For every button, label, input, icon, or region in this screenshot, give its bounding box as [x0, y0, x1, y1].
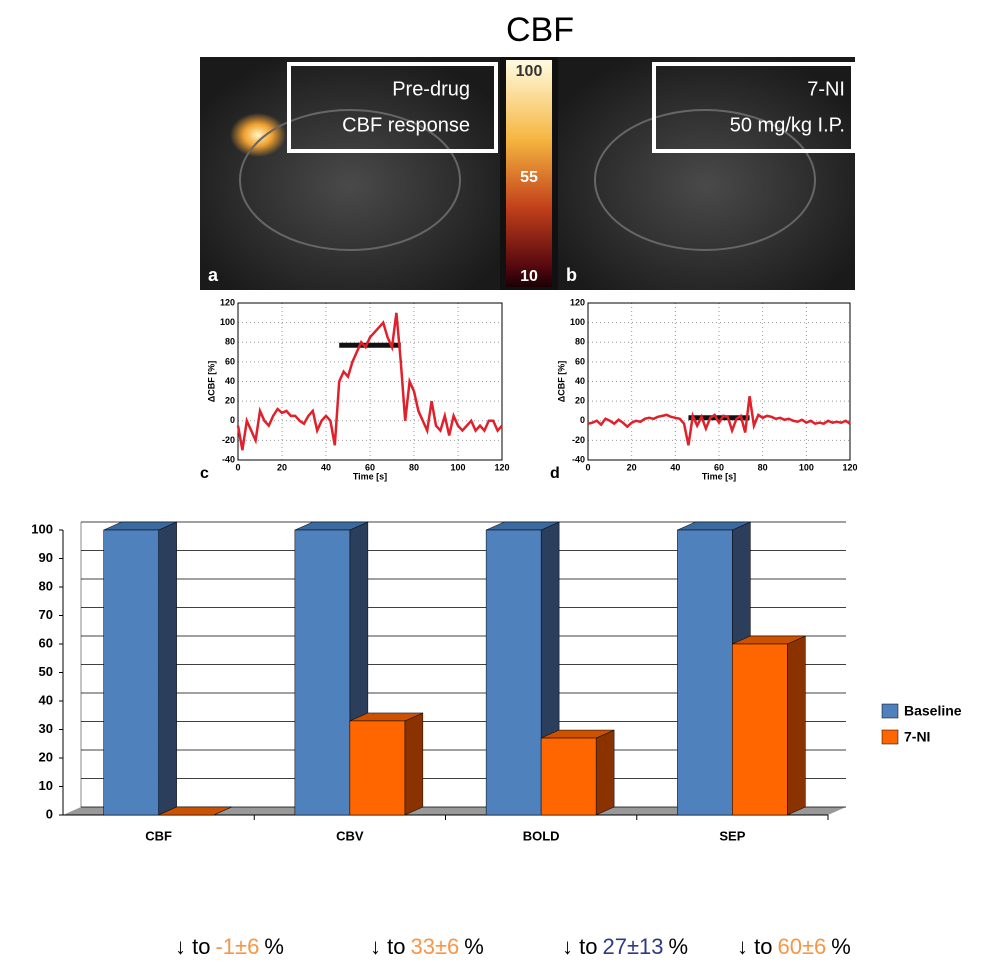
bar — [486, 530, 541, 815]
y-tick-label: -40 — [572, 454, 585, 464]
bar — [350, 721, 405, 815]
footer-unit: % — [831, 934, 851, 959]
title: CBF — [506, 11, 574, 49]
footer-unit: % — [668, 934, 688, 959]
footer-item: ↓ to-1±6% — [175, 934, 284, 959]
x-tick-label: 100 — [799, 462, 814, 472]
bar — [295, 530, 350, 815]
bar — [541, 738, 596, 815]
y-tick-label: 40 — [575, 376, 585, 386]
panel-label: b — [566, 265, 577, 285]
x-tick-label: 80 — [409, 462, 419, 472]
colorbar-label: 10 — [520, 268, 538, 285]
y-tick-label: -20 — [572, 435, 585, 445]
footer-prefix: ↓ to — [737, 934, 772, 959]
panel-label: a — [208, 265, 219, 285]
y-tick-label: -40 — [222, 454, 235, 464]
footer-unit: % — [264, 934, 284, 959]
bar — [677, 530, 732, 815]
y-tick-label: 0 — [230, 415, 235, 425]
y-tick-label: 60 — [39, 635, 53, 650]
y-tick-label: 0 — [46, 806, 53, 821]
x-tick-label: SEP — [719, 828, 745, 843]
bar — [732, 644, 787, 815]
y-tick-label: 60 — [575, 356, 585, 366]
footer-item: ↓ to27±13% — [562, 934, 688, 959]
colorbar-label: 100 — [516, 63, 543, 80]
y-tick-label: 40 — [225, 376, 235, 386]
x-tick-label: 20 — [627, 462, 637, 472]
y-tick-label: 20 — [39, 749, 53, 764]
y-tick-label: -20 — [222, 435, 235, 445]
y-tick-label: 120 — [220, 297, 235, 307]
y-tick-label: 80 — [225, 337, 235, 347]
y-tick-label: 80 — [575, 337, 585, 347]
footer-unit: % — [464, 934, 484, 959]
colorbar-label: 55 — [520, 169, 538, 186]
caption: CBF response — [342, 114, 470, 136]
y-tick-label: 60 — [225, 356, 235, 366]
x-tick-label: 120 — [494, 462, 509, 472]
y-tick-label: 0 — [580, 415, 585, 425]
x-tick-label: 40 — [670, 462, 680, 472]
bar-side — [596, 730, 614, 815]
y-tick-label: 100 — [570, 317, 585, 327]
x-tick-label: 120 — [842, 462, 857, 472]
footer-value: 33±6 — [410, 934, 459, 959]
y-tick-label: 40 — [39, 692, 53, 707]
y-tick-label: 80 — [39, 578, 53, 593]
y-tick-label: 70 — [39, 607, 53, 622]
bar-side — [405, 713, 423, 815]
legend-label: Baseline — [904, 703, 962, 719]
x-tick-label: CBV — [336, 828, 364, 843]
caption: Pre-drug — [392, 78, 470, 100]
caption: 50 mg/kg I.P. — [730, 114, 845, 136]
legend-swatch — [882, 730, 898, 744]
x-tick-label: 0 — [585, 462, 590, 472]
footer-value: 60±6 — [777, 934, 826, 959]
slide: CBF Pre-drug CBF response a 7-NI 50 mg/kg I.… — [0, 0, 993, 968]
plot-frame — [588, 303, 850, 460]
y-tick-label: 100 — [220, 317, 235, 327]
y-label: ΔCBF [%] — [556, 361, 566, 402]
x-tick-label: BOLD — [523, 828, 560, 843]
y-label: ΔCBF [%] — [206, 361, 216, 402]
x-tick-label: 40 — [321, 462, 331, 472]
legend-swatch — [882, 704, 898, 718]
y-tick-label: 120 — [570, 297, 585, 307]
bar — [104, 530, 159, 815]
x-label: Time [s] — [702, 471, 736, 481]
panel-label: d — [550, 465, 560, 482]
legend-label: 7-NI — [904, 729, 930, 745]
y-tick-label: 100 — [31, 521, 53, 536]
footer-value: 27±13 — [602, 934, 663, 959]
x-tick-label: 100 — [450, 462, 465, 472]
y-tick-label: 10 — [39, 778, 53, 793]
x-tick-label: CBF — [145, 828, 172, 843]
activation — [230, 113, 286, 157]
footer-prefix: ↓ to — [175, 934, 210, 959]
panel-label: c — [200, 465, 209, 482]
x-tick-label: 80 — [758, 462, 768, 472]
y-tick-label: 90 — [39, 550, 53, 565]
y-tick-label: 50 — [39, 664, 53, 679]
caption: 7-NI — [807, 78, 845, 100]
x-tick-label: 0 — [235, 462, 240, 472]
x-tick-label: 20 — [277, 462, 287, 472]
x-label: Time [s] — [353, 471, 387, 481]
y-tick-label: 30 — [39, 721, 53, 736]
bar-side — [159, 522, 177, 815]
y-tick-label: 20 — [225, 396, 235, 406]
footer-value: -1±6 — [215, 934, 259, 959]
footer-prefix: ↓ to — [562, 934, 597, 959]
bar-side — [787, 636, 805, 815]
footer-prefix: ↓ to — [370, 934, 405, 959]
y-tick-label: 20 — [575, 396, 585, 406]
